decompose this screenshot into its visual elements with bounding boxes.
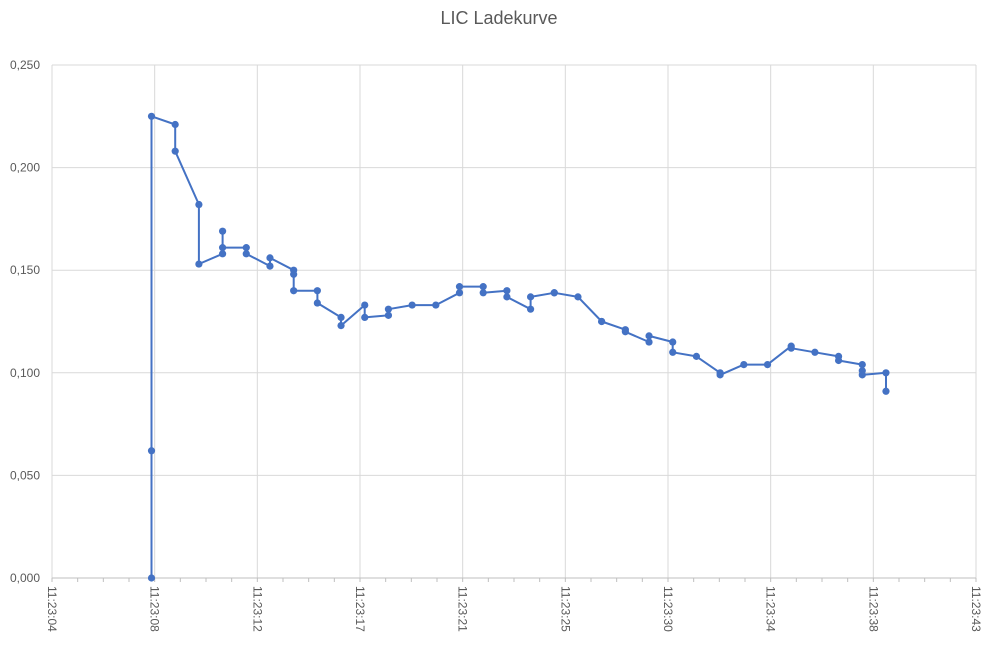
data-point bbox=[218, 250, 227, 258]
x-tick-label: 11:23:25 bbox=[558, 586, 572, 632]
data-point bbox=[242, 250, 250, 258]
data-point bbox=[195, 200, 203, 209]
data-point bbox=[882, 369, 890, 377]
x-tick-label: 11:23:43 bbox=[969, 586, 983, 632]
data-point bbox=[218, 227, 227, 235]
data-point bbox=[195, 260, 203, 268]
data-point bbox=[669, 338, 677, 346]
chart-title: LIC Ladekurve bbox=[440, 8, 558, 28]
data-point bbox=[645, 338, 653, 346]
data-point bbox=[550, 289, 558, 297]
data-point bbox=[266, 254, 274, 262]
data-point bbox=[313, 299, 321, 307]
data-point bbox=[432, 301, 440, 309]
x-tick-label: 11:23:17 bbox=[353, 586, 367, 632]
y-tick-label: 0,000 bbox=[10, 571, 40, 585]
data-point bbox=[479, 283, 487, 291]
data-point bbox=[763, 360, 772, 369]
data-point bbox=[740, 360, 748, 369]
x-tick-label: 11:23:34 bbox=[764, 586, 778, 632]
y-tick-label: 0,250 bbox=[10, 58, 40, 72]
data-point bbox=[171, 147, 179, 155]
data-point bbox=[290, 287, 298, 295]
data-point bbox=[147, 112, 156, 120]
data-point bbox=[479, 289, 487, 297]
data-point bbox=[882, 387, 890, 395]
data-point bbox=[384, 305, 393, 313]
data-point bbox=[337, 322, 345, 330]
data-point bbox=[598, 317, 606, 326]
data-point bbox=[337, 313, 345, 321]
data-point bbox=[266, 262, 274, 270]
data-point bbox=[811, 348, 819, 356]
data-point bbox=[290, 270, 298, 278]
data-point bbox=[361, 301, 369, 309]
data-point bbox=[526, 293, 535, 301]
data-point bbox=[645, 332, 653, 340]
data-point bbox=[574, 293, 582, 301]
x-tick-label: 11:23:04 bbox=[45, 586, 59, 632]
data-point bbox=[171, 120, 179, 129]
data-point bbox=[692, 352, 701, 360]
data-point bbox=[503, 293, 511, 301]
x-tick-label: 11:23:08 bbox=[148, 586, 162, 632]
data-point bbox=[621, 328, 629, 336]
y-tick-label: 0,150 bbox=[10, 263, 40, 277]
data-point bbox=[218, 244, 227, 252]
data-point bbox=[384, 311, 393, 319]
x-tick-label: 11:23:21 bbox=[456, 586, 470, 632]
data-point bbox=[455, 289, 464, 297]
data-point bbox=[787, 344, 795, 352]
x-tick-label: 11:23:12 bbox=[250, 586, 264, 632]
y-tick-label: 0,050 bbox=[10, 468, 40, 482]
data-point bbox=[526, 305, 535, 313]
x-tick-label: 11:23:30 bbox=[661, 586, 675, 632]
data-point bbox=[408, 301, 416, 309]
data-point bbox=[669, 348, 677, 356]
data-point bbox=[858, 371, 866, 379]
y-tick-label: 0,200 bbox=[10, 161, 40, 175]
x-tick-label: 11:23:38 bbox=[866, 586, 880, 632]
data-point bbox=[361, 313, 369, 321]
data-point bbox=[242, 244, 250, 252]
y-tick-label: 0,100 bbox=[10, 366, 40, 380]
data-point bbox=[503, 287, 511, 295]
data-point bbox=[455, 283, 464, 291]
data-point bbox=[716, 371, 724, 379]
data-point bbox=[147, 574, 156, 582]
data-point bbox=[147, 447, 156, 455]
data-point bbox=[834, 356, 843, 365]
data-point bbox=[858, 360, 866, 369]
data-point bbox=[313, 287, 321, 295]
series-line bbox=[150, 115, 887, 578]
